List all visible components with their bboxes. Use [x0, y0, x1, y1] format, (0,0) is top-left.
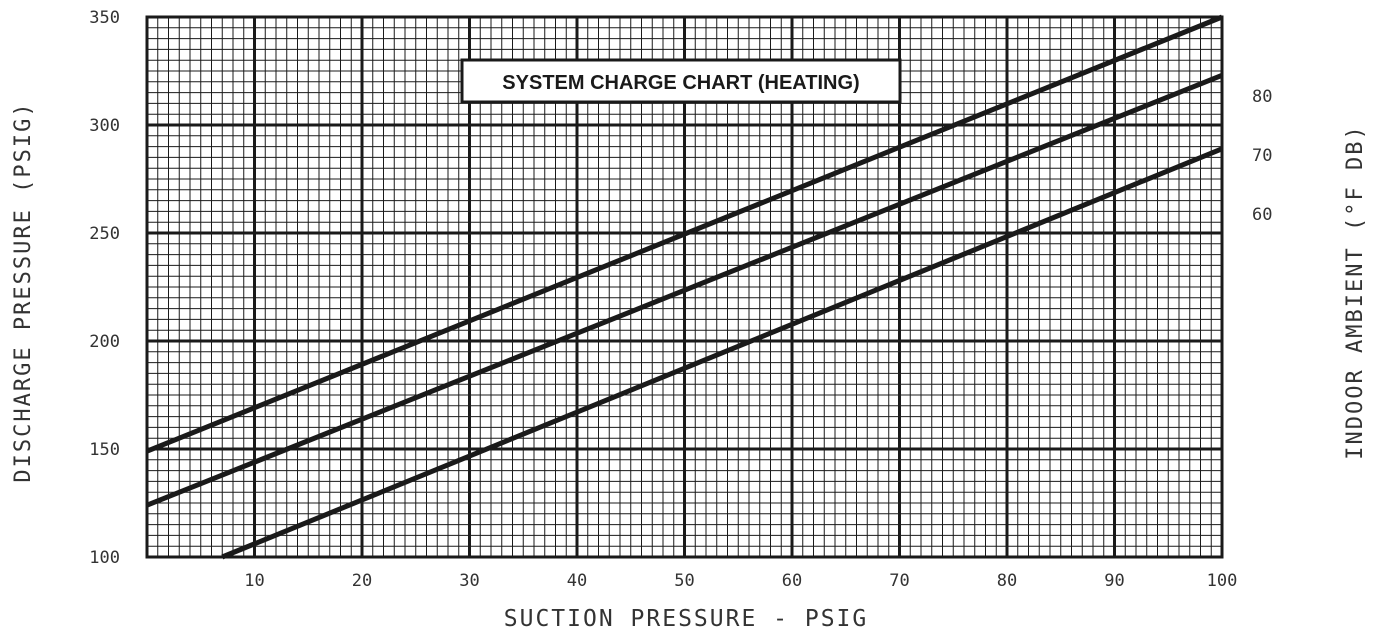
indoor-ambient-label: 60 — [1252, 205, 1272, 225]
series-line-70 — [146, 72, 1223, 508]
indoor-ambient-labels: 80 70 60 — [1252, 87, 1272, 225]
x-tick-label: 70 — [889, 571, 909, 591]
x-tick-label: 20 — [352, 571, 372, 591]
x-tick-label: 40 — [567, 571, 587, 591]
x-tick-label: 90 — [1104, 571, 1124, 591]
series-line-80 — [146, 14, 1223, 454]
series-line-60 — [221, 146, 1223, 560]
x-axis-label: SUCTION PRESSURE - PSIG — [504, 606, 869, 632]
x-tick-label: 100 — [1207, 571, 1238, 591]
x-tick-label: 10 — [244, 571, 264, 591]
y-tick-labels: 100 150 200 250 300 350 — [89, 8, 120, 568]
indoor-ambient-label: 70 — [1252, 146, 1272, 166]
y-axis-label: DISCHARGE PRESSURE (PSIG) — [11, 101, 36, 482]
x-tick-labels: 10 20 30 40 50 60 70 80 90 100 — [244, 571, 1237, 591]
plot-frame — [145, 15, 1224, 559]
series-lines — [146, 14, 1223, 560]
right-axis-label: INDOOR AMBIENT (°F DB) — [1343, 124, 1368, 459]
y-tick-label: 350 — [89, 8, 120, 28]
major-grid — [147, 17, 1222, 557]
chart-title: SYSTEM CHARGE CHART (HEATING) — [502, 72, 859, 94]
x-tick-label: 80 — [997, 571, 1017, 591]
x-tick-label: 60 — [782, 571, 802, 591]
y-tick-label: 100 — [89, 548, 120, 568]
y-tick-label: 300 — [89, 116, 120, 136]
x-tick-label: 50 — [674, 571, 694, 591]
chart-title-box: SYSTEM CHARGE CHART (HEATING) — [460, 58, 902, 104]
x-tick-label: 30 — [459, 571, 479, 591]
y-tick-label: 200 — [89, 332, 120, 352]
y-tick-label: 150 — [89, 440, 120, 460]
indoor-ambient-label: 80 — [1252, 87, 1272, 107]
y-tick-label: 250 — [89, 224, 120, 244]
